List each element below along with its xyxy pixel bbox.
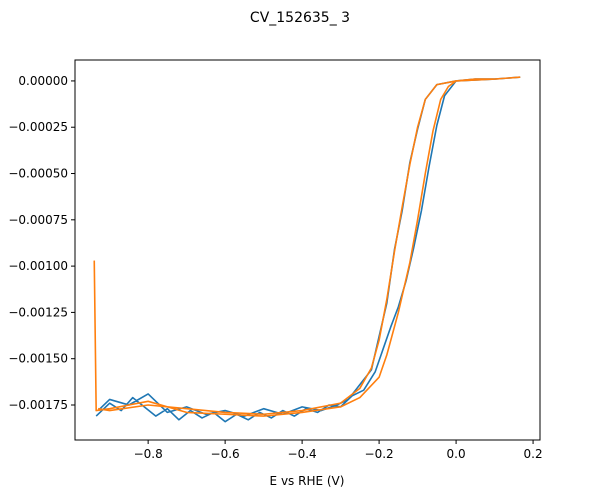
y-tick-label: −0.00100 <box>8 259 68 273</box>
y-tick-label: −0.00050 <box>8 167 68 181</box>
y-tick-label: −0.00075 <box>8 213 68 227</box>
x-tick-label: −0.4 <box>288 447 317 461</box>
y-tick-label: −0.00125 <box>8 305 68 319</box>
data-line <box>95 76 521 423</box>
x-tick-label: −0.2 <box>365 447 394 461</box>
chart-title: CV_152635_ 3 <box>250 10 350 26</box>
data-line <box>93 76 521 417</box>
x-tick-label: 0.0 <box>447 447 466 461</box>
plot-frame <box>74 59 541 441</box>
y-tick-label: −0.00175 <box>8 398 68 412</box>
x-tick-label: −0.6 <box>211 447 240 461</box>
x-tick-label: 0.2 <box>524 447 543 461</box>
y-tick-label: −0.00025 <box>8 120 68 134</box>
y-tick-label: 0.00000 <box>18 74 68 88</box>
x-axis-label: E vs RHE (V) <box>270 474 345 488</box>
x-tick-label: −0.8 <box>134 447 163 461</box>
y-tick-label: −0.00150 <box>8 352 68 366</box>
